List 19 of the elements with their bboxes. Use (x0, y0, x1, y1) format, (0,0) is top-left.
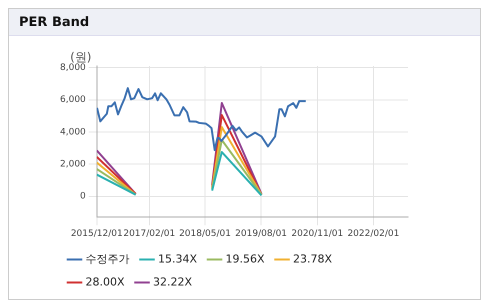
y-tick-label: 6,000 (60, 95, 86, 106)
y-tick-label: 0 (80, 192, 86, 202)
x-tick-label: 2019/08/01 (235, 228, 288, 239)
legend-label: 수정주가 (86, 252, 130, 266)
y-tick-label: 2,000 (60, 159, 86, 170)
x-tick-label: 2022/02/01 (347, 228, 400, 239)
x-tick-label: 2015/12/01 (70, 228, 123, 239)
x-tick-label: 2020/11/01 (291, 228, 344, 239)
legend-label: 32.22X (153, 275, 193, 288)
chart-title: PER Band (9, 9, 480, 36)
x-tick-label: 2017/02/01 (123, 228, 176, 239)
y-tick-label: 4,000 (60, 127, 86, 138)
legend-label: 28.00X (86, 275, 125, 288)
y-tick-label: 8,000 (60, 62, 86, 73)
legend-label: 15.34X (158, 252, 198, 266)
y-axis-title: (원) (70, 50, 92, 64)
legend-label: 23.78X (293, 252, 333, 266)
legend-label: 19.56X (226, 252, 266, 266)
x-tick-label: 2018/05/01 (179, 228, 231, 239)
